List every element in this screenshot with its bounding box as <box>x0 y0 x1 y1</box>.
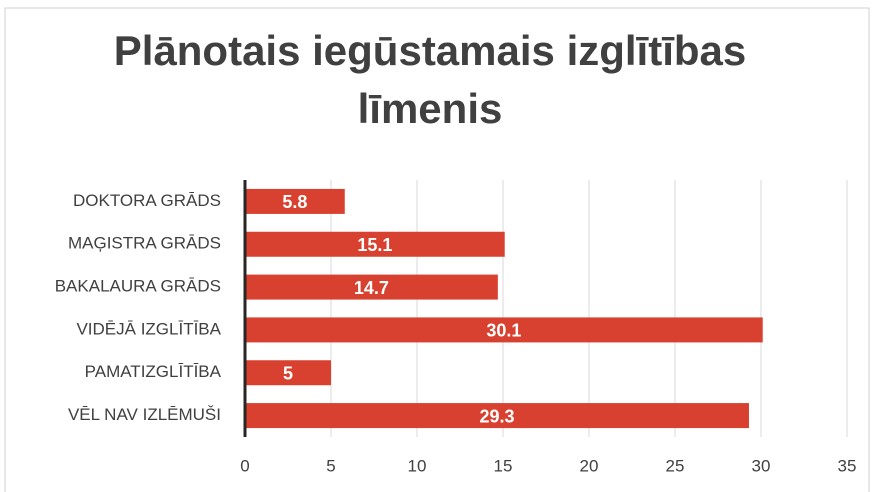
y-tick-label: VĒL NAV IZLĒMUŠI <box>68 405 221 424</box>
bar <box>245 317 763 343</box>
y-tick-label: VIDĒJĀ IZGLĪTĪBA <box>76 319 221 338</box>
x-tick-label: 5 <box>326 456 335 475</box>
y-tick-label: DOKTORA GRĀDS <box>73 191 221 210</box>
chart-title: Plānotais iegūstamais izglītības līmenis <box>113 27 747 132</box>
x-tick-label: 0 <box>240 456 249 475</box>
x-tick-label: 10 <box>408 456 427 475</box>
x-tick-label: 30 <box>752 456 771 475</box>
y-tick-label: MAĢISTRA GRĀDS <box>68 234 221 253</box>
y-tick-label: BAKALAURA GRĀDS <box>55 277 221 296</box>
x-tick-label: 20 <box>580 456 599 475</box>
data-label: 30.1 <box>486 321 521 341</box>
data-label: 5.8 <box>282 192 307 212</box>
bar <box>245 188 345 214</box>
x-tick-label: 25 <box>666 456 685 475</box>
data-label: 5 <box>283 364 293 384</box>
bar <box>245 231 505 257</box>
data-label: 14.7 <box>354 278 389 298</box>
bar <box>245 360 331 386</box>
data-label: 15.1 <box>357 235 392 255</box>
chart-frame <box>4 7 870 492</box>
bar <box>245 403 749 429</box>
bar <box>245 274 498 300</box>
data-label: 29.3 <box>479 406 514 426</box>
x-tick-label: 15 <box>494 456 513 475</box>
y-tick-label: PAMATIZGLĪTĪBA <box>85 362 222 381</box>
x-tick-label: 35 <box>838 456 857 475</box>
